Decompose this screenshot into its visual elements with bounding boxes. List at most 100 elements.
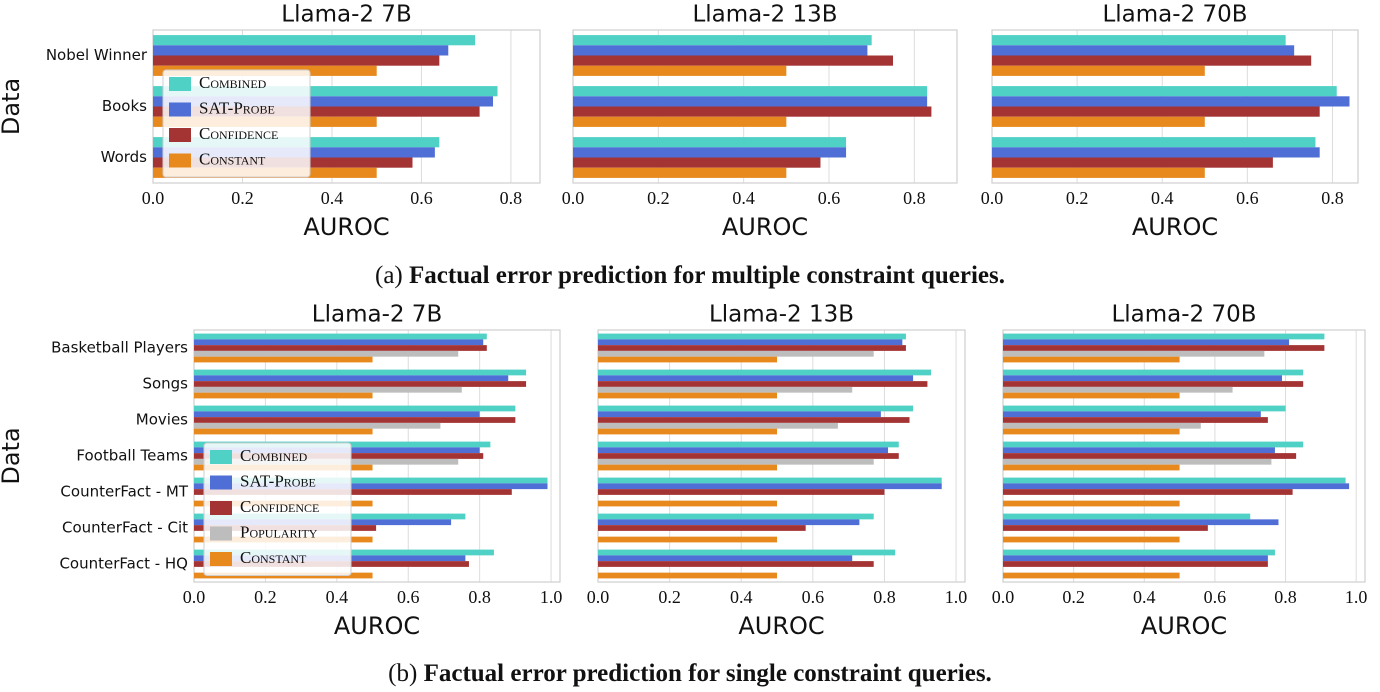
legend-swatch	[169, 102, 191, 117]
bar	[573, 96, 928, 107]
caption-label: (a)	[375, 262, 403, 289]
bar	[992, 35, 1286, 46]
bar	[1003, 422, 1201, 429]
y-axis-label: Data	[0, 427, 25, 484]
bar	[194, 411, 480, 418]
bar	[573, 55, 893, 66]
x-tick-label: 0.0	[183, 587, 206, 607]
bar	[153, 86, 498, 97]
bar	[992, 96, 1350, 107]
legend-box	[203, 442, 352, 576]
x-tick-label: 0.0	[981, 188, 1004, 208]
bar	[598, 369, 931, 376]
bar	[1003, 345, 1325, 351]
legend-swatch	[169, 153, 191, 168]
bar	[992, 137, 1316, 148]
y-tick-label: CounterFact - Cit	[62, 519, 188, 537]
legend-label: Popularity	[240, 522, 318, 541]
bar	[573, 147, 847, 158]
bar	[573, 65, 787, 76]
x-axis-label: AUROC	[722, 213, 808, 241]
bar	[598, 464, 778, 471]
bar	[598, 381, 928, 387]
bar	[194, 356, 373, 363]
bar	[1003, 489, 1293, 495]
bar	[598, 441, 899, 448]
y-tick-label: Songs	[142, 375, 188, 393]
bar	[194, 422, 441, 429]
bar	[153, 35, 476, 46]
bar	[1003, 441, 1304, 448]
bar	[598, 458, 874, 465]
bar	[194, 345, 487, 351]
x-axis-label: AUROC	[334, 612, 420, 640]
y-tick-label: CounterFact - MT	[60, 483, 188, 501]
bar	[1003, 555, 1268, 562]
bar	[1003, 405, 1286, 412]
bar	[598, 422, 838, 429]
x-tick-label: 0.6	[818, 188, 841, 208]
bar	[153, 55, 440, 66]
x-tick-label: 0.6	[1236, 188, 1259, 208]
bar	[598, 405, 914, 412]
bar	[1003, 458, 1272, 465]
caption-label: (b)	[388, 660, 417, 687]
legend-swatch	[210, 450, 232, 464]
caption: (b) Factual error prediction for single …	[388, 660, 992, 687]
bar	[1003, 369, 1304, 376]
bar	[194, 428, 373, 435]
bar	[573, 86, 928, 97]
x-tick-label: 0.6	[1204, 587, 1227, 607]
legend-swatch	[169, 77, 191, 91]
bar	[573, 167, 787, 178]
bar	[194, 333, 487, 340]
bar	[598, 350, 874, 357]
x-tick-label: 0.6	[410, 188, 433, 208]
bar	[598, 453, 899, 459]
x-tick-label: 0.6	[397, 587, 420, 607]
bar	[1003, 392, 1180, 399]
x-tick-label: 0.8	[1274, 587, 1297, 607]
bar	[1003, 519, 1279, 526]
bar	[1003, 483, 1350, 490]
bar	[1003, 411, 1261, 418]
bar	[194, 483, 548, 490]
bar	[992, 65, 1205, 76]
x-tick-label: 0.8	[500, 188, 523, 208]
bar	[194, 477, 548, 484]
chart-title: Llama-2 13B	[709, 302, 854, 328]
x-tick-label: 0.4	[321, 188, 344, 208]
legend-label: Confidence	[199, 124, 278, 143]
bar	[598, 375, 914, 382]
bar	[992, 45, 1295, 56]
bar	[573, 106, 932, 117]
bar	[1003, 477, 1346, 484]
bar	[1003, 381, 1304, 387]
legend-label: Constant	[199, 149, 266, 168]
bar	[598, 411, 881, 418]
bar	[1003, 513, 1251, 520]
chart-title: Llama-2 7B	[281, 2, 411, 28]
x-tick-label: 0.2	[658, 587, 681, 607]
bar	[1003, 561, 1268, 567]
x-tick-label: 0.2	[254, 587, 277, 607]
bar	[598, 489, 885, 495]
bar	[598, 477, 942, 484]
bar	[1003, 464, 1180, 471]
chart-title: Llama-2 70B	[1102, 2, 1247, 28]
bar	[194, 489, 512, 495]
x-tick-label: 1.0	[945, 587, 968, 607]
caption: (a) Factual error prediction for multipl…	[375, 262, 1005, 289]
bar	[573, 116, 787, 127]
y-tick-label: Football Teams	[76, 447, 188, 465]
x-axis-label: AUROC	[303, 213, 389, 241]
legend-swatch	[210, 526, 232, 541]
bar	[992, 55, 1312, 66]
legend-label: Confidence	[240, 497, 319, 516]
caption-text: Factual error prediction for multiple co…	[409, 262, 1005, 289]
bar	[598, 417, 910, 423]
x-tick-label: 1.0	[540, 587, 563, 607]
bar	[573, 137, 847, 148]
bar	[598, 447, 889, 454]
y-tick-label: Books	[102, 97, 147, 115]
